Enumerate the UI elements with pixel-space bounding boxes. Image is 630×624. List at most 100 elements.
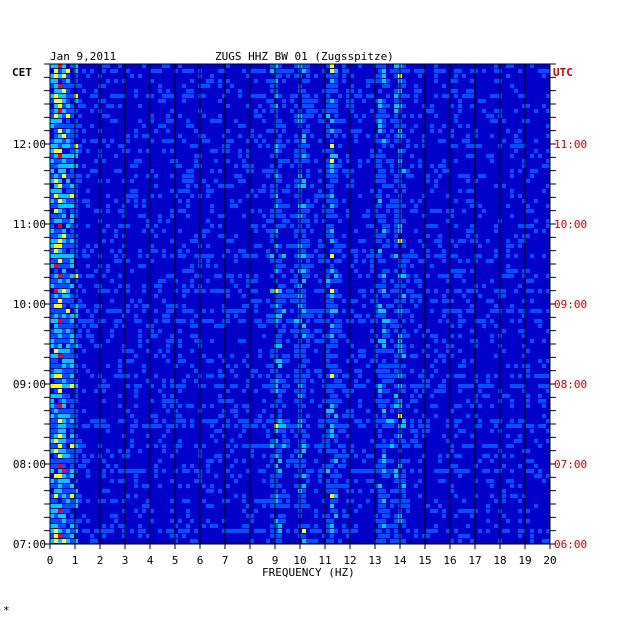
heat-cell bbox=[278, 334, 282, 338]
heat-cell bbox=[410, 264, 414, 268]
heat-cell bbox=[354, 299, 358, 303]
heat-cell bbox=[462, 294, 466, 298]
heat-cell bbox=[290, 454, 294, 458]
heat-cell bbox=[54, 314, 58, 318]
heat-cell bbox=[182, 384, 186, 388]
heat-cell bbox=[170, 149, 174, 153]
heat-cell bbox=[58, 109, 62, 113]
heat-cell bbox=[330, 74, 334, 78]
heat-cell bbox=[378, 499, 382, 503]
heat-cell bbox=[278, 429, 282, 433]
heat-cell bbox=[522, 314, 526, 318]
heat-cell bbox=[546, 274, 550, 278]
heat-cell bbox=[506, 479, 510, 483]
heat-cell bbox=[286, 189, 290, 193]
heat-cell bbox=[274, 494, 278, 498]
heat-cell bbox=[58, 509, 62, 513]
heat-cell bbox=[142, 504, 146, 508]
heat-cell bbox=[274, 149, 278, 153]
heat-cell bbox=[458, 374, 462, 378]
heat-cell bbox=[166, 309, 170, 313]
heat-cell bbox=[138, 299, 142, 303]
heat-cell bbox=[522, 144, 526, 148]
heat-cell bbox=[54, 479, 58, 483]
heat-cell bbox=[242, 524, 246, 528]
heat-cell bbox=[70, 499, 74, 503]
heat-cell bbox=[518, 484, 522, 488]
heat-cell bbox=[294, 374, 298, 378]
heat-cell bbox=[54, 499, 58, 503]
heat-cell bbox=[494, 109, 498, 113]
heat-cell bbox=[234, 414, 238, 418]
heat-cell bbox=[302, 499, 306, 503]
heat-cell bbox=[382, 514, 386, 518]
heat-cell bbox=[402, 244, 406, 248]
heat-cell bbox=[358, 159, 362, 163]
heat-cell bbox=[474, 374, 478, 378]
heat-cell bbox=[334, 249, 338, 253]
heat-cell bbox=[310, 254, 314, 258]
heat-cell bbox=[482, 394, 486, 398]
heat-cell bbox=[374, 234, 378, 238]
heat-cell bbox=[54, 484, 58, 488]
heat-cell bbox=[62, 529, 66, 533]
heat-cell bbox=[326, 169, 330, 173]
heat-cell bbox=[394, 214, 398, 218]
heat-cell bbox=[322, 499, 326, 503]
heat-cell bbox=[226, 149, 230, 153]
heat-cell bbox=[322, 204, 326, 208]
heat-cell bbox=[374, 299, 378, 303]
heat-cell bbox=[534, 274, 538, 278]
heat-cell bbox=[50, 264, 54, 268]
heat-cell bbox=[526, 224, 530, 228]
heat-cell bbox=[330, 329, 334, 333]
heat-cell bbox=[190, 194, 194, 198]
heat-cell bbox=[274, 259, 278, 263]
heat-cell bbox=[134, 354, 138, 358]
heat-cell bbox=[122, 209, 126, 213]
heat-cell bbox=[50, 339, 54, 343]
heat-cell bbox=[78, 179, 82, 183]
heat-cell bbox=[186, 189, 190, 193]
heat-cell bbox=[382, 469, 386, 473]
heat-cell bbox=[294, 379, 298, 383]
heat-cell bbox=[238, 309, 242, 313]
heat-cell bbox=[290, 429, 294, 433]
heat-cell bbox=[66, 219, 70, 223]
heat-cell bbox=[354, 524, 358, 528]
heat-cell bbox=[442, 124, 446, 128]
heat-cell bbox=[518, 139, 522, 143]
heat-cell bbox=[462, 384, 466, 388]
heat-cell bbox=[106, 269, 110, 273]
heat-cell bbox=[66, 504, 70, 508]
heat-cell bbox=[138, 334, 142, 338]
heat-cell bbox=[354, 269, 358, 273]
heat-cell bbox=[58, 94, 62, 98]
heat-cell bbox=[406, 69, 410, 73]
heat-cell bbox=[66, 479, 70, 483]
heat-cell bbox=[178, 319, 182, 323]
heat-cell bbox=[426, 379, 430, 383]
heat-cell bbox=[82, 529, 86, 533]
heat-cell bbox=[362, 99, 366, 103]
heat-cell bbox=[486, 314, 490, 318]
heat-cell bbox=[258, 189, 262, 193]
heat-cell bbox=[326, 284, 330, 288]
heat-cell bbox=[334, 529, 338, 533]
heat-cell bbox=[162, 404, 166, 408]
heat-cell bbox=[110, 499, 114, 503]
heat-cell bbox=[162, 434, 166, 438]
heat-cell bbox=[218, 214, 222, 218]
heat-cell bbox=[402, 319, 406, 323]
heat-cell bbox=[290, 294, 294, 298]
heat-cell bbox=[326, 74, 330, 78]
heat-cell bbox=[378, 369, 382, 373]
heat-cell bbox=[114, 309, 118, 313]
heat-cell bbox=[262, 454, 266, 458]
heat-cell bbox=[54, 244, 58, 248]
heat-cell bbox=[58, 104, 62, 108]
heat-cell bbox=[250, 289, 254, 293]
heat-cell bbox=[50, 154, 54, 158]
heat-cell bbox=[278, 94, 282, 98]
